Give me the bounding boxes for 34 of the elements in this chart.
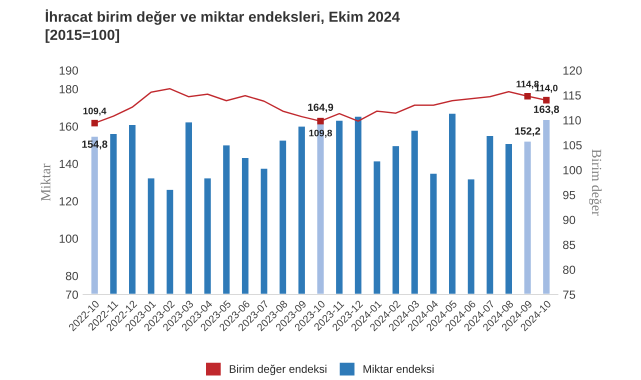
data-label: 154,8	[82, 140, 108, 150]
legend-label: Birim değer endeksi	[230, 364, 326, 376]
y2-tick-label: 105	[563, 141, 582, 150]
y-tick-label: 80	[66, 272, 78, 280]
data-label: 109,8	[309, 130, 332, 138]
y-tick-label: 140	[60, 160, 78, 168]
y2-tick-label: 110	[563, 116, 581, 125]
point	[543, 96, 550, 104]
y2-tick-label: 90	[563, 216, 576, 224]
data-label: 164,9	[308, 104, 334, 112]
y-tick-label: 190	[60, 66, 78, 75]
data-label: 152,2	[515, 127, 540, 136]
data-label: 163,8	[534, 106, 560, 115]
legend-label: Miktar endeksi	[364, 364, 434, 373]
y2-tick-label: 115	[563, 91, 581, 100]
y-tick-label: 160	[60, 122, 78, 131]
y-tick-label: 70	[66, 290, 78, 299]
y2-tick-label: 85	[563, 240, 576, 250]
y-tick-label: 180	[60, 85, 78, 94]
y2-tick-label: 80	[563, 266, 576, 274]
y2-axis-title: Birim değer	[589, 149, 602, 216]
y2-tick-label: 75	[563, 290, 576, 299]
y2-tick-label: 95	[563, 190, 576, 200]
point	[91, 120, 98, 126]
y-axis-title: Miktar	[40, 164, 50, 201]
point	[317, 118, 324, 124]
chart-title: İhracat birim değer ve miktar endeksleri, Ekim 2024	[46, 9, 400, 25]
y-tick-label: 100	[60, 234, 78, 243]
y-tick-label: 120	[60, 197, 78, 206]
data-label: 109,4	[83, 108, 106, 116]
y2-tick-label: 120	[563, 66, 582, 75]
y2-tick-label: 100	[563, 166, 582, 174]
point	[524, 92, 531, 100]
chart-subtitle: [2015=100]	[46, 29, 120, 43]
